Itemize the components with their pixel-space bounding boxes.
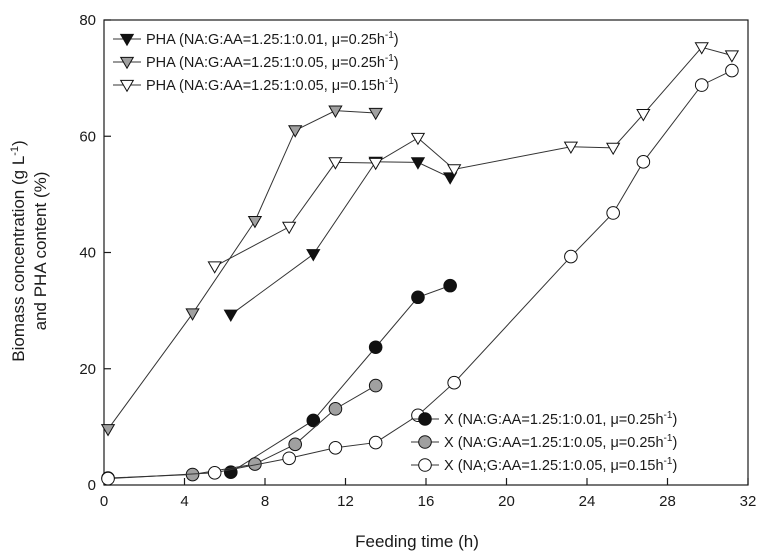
data-point — [100, 424, 116, 437]
legend-marker — [418, 458, 432, 472]
legend-label: X (NA;G:AA=1.25:1:0.05, μ=0.15h-1) — [444, 456, 677, 474]
data-point — [306, 413, 321, 428]
data-point — [368, 378, 383, 393]
legend-label: PHA (NA:G:AA=1.25:1:0.05, μ=0.25h-1) — [146, 53, 399, 71]
series-2 — [100, 105, 383, 437]
legend-label: PHA (NA:G:AA=1.25:1:0.01, μ=0.25h-1) — [146, 30, 399, 48]
y-tick-label: 60 — [79, 128, 96, 145]
data-point — [207, 261, 222, 274]
series-5 — [101, 378, 383, 485]
series-3 — [207, 42, 740, 274]
legend-bottom-right: X (NA:G:AA=1.25:1:0.01, μ=0.25h-1) X (NA:… — [411, 410, 677, 474]
series-line — [107, 110, 376, 430]
x-tick-label: 8 — [261, 493, 269, 510]
y-tick-label: 40 — [79, 245, 96, 262]
data-point — [724, 50, 740, 63]
data-point — [328, 157, 343, 170]
x-tick-label: 32 — [740, 493, 757, 510]
x-tick-label: 16 — [418, 493, 435, 510]
data-point — [223, 309, 238, 322]
y-axis-title-line1: Biomass concentration (g L — [9, 156, 28, 362]
legend-entry: PHA (NA:G:AA=1.25:1:0.05, μ=0.15h-1) — [113, 76, 399, 94]
data-point — [328, 402, 343, 416]
series-line — [108, 385, 376, 479]
y-axis-title-end: ) — [9, 140, 28, 146]
data-point — [306, 249, 321, 262]
data-point — [368, 340, 383, 355]
legend-entry: PHA (NA:G:AA=1.25:1:0.05, μ=0.25h-1) — [113, 53, 399, 71]
data-point — [636, 155, 651, 169]
data-point — [606, 206, 620, 220]
svg-text:Biomass concentration (g L-1): Biomass concentration (g L-1) — [9, 140, 28, 361]
data-point — [410, 132, 426, 146]
x-tick-label: 4 — [180, 493, 188, 510]
x-tick-label: 20 — [498, 493, 515, 510]
y-tick-label: 20 — [79, 361, 96, 378]
series-line — [107, 70, 733, 480]
legend-label: PHA (NA:G:AA=1.25:1:0.05, μ=0.15h-1) — [146, 76, 399, 94]
data-point — [368, 157, 383, 171]
data-point — [101, 471, 115, 486]
data-point — [328, 441, 343, 455]
legend-entry: X (NA:G:AA=1.25:1:0.05, μ=0.25h-1) — [411, 433, 677, 451]
x-axis: 0 4 8 12 16 20 24 28 32 — [100, 478, 757, 510]
legend-marker — [418, 412, 432, 426]
data-point — [328, 105, 343, 118]
data-point — [442, 172, 458, 185]
data-point — [288, 125, 303, 138]
series-6 — [101, 63, 739, 486]
data-point — [605, 142, 621, 156]
data-point — [443, 278, 457, 293]
data-point — [564, 249, 578, 264]
y-tick-label: 80 — [79, 12, 96, 29]
legend-label: X (NA:G:AA=1.25:1:0.05, μ=0.25h-1) — [444, 433, 677, 451]
data-point — [694, 42, 709, 55]
data-point — [281, 221, 297, 235]
data-point — [288, 437, 302, 452]
legend-top-left: PHA (NA:G:AA=1.25:1:0.01, μ=0.25h-1) PHA … — [113, 30, 399, 94]
data-point — [410, 157, 426, 170]
legend-entry: X (NA:G:AA=1.25:1:0.01, μ=0.25h-1) — [411, 410, 677, 428]
y-axis-title-line2: and PHA content (%) — [31, 172, 50, 331]
data-point — [563, 141, 579, 154]
legend-entry: X (NA;G:AA=1.25:1:0.05, μ=0.15h-1) — [411, 456, 677, 474]
data-point — [447, 375, 461, 390]
data-point — [368, 107, 383, 121]
data-point — [447, 164, 462, 177]
legend-label: X (NA:G:AA=1.25:1:0.01, μ=0.25h-1) — [444, 410, 677, 428]
data-point — [694, 78, 709, 92]
data-point — [282, 451, 296, 466]
series-layer — [100, 42, 740, 486]
data-point — [411, 290, 425, 305]
legend-marker — [119, 33, 135, 47]
y-axis-title-sup: -1 — [9, 146, 21, 156]
x-tick-label: 0 — [100, 493, 108, 510]
y-axis: 0 20 40 60 80 — [79, 12, 111, 494]
x-tick-label: 28 — [659, 493, 676, 510]
legend-marker — [119, 79, 135, 93]
data-point — [247, 215, 263, 229]
data-point — [185, 308, 200, 321]
data-point — [636, 109, 651, 122]
legend-entry: PHA (NA:G:AA=1.25:1:0.01, μ=0.25h-1) — [113, 30, 399, 48]
x-tick-label: 24 — [579, 493, 596, 510]
data-point — [207, 465, 222, 480]
x-axis-title: Feeding time (h) — [355, 532, 479, 551]
y-tick-label: 0 — [88, 477, 96, 494]
data-point — [368, 435, 383, 450]
x-tick-label: 12 — [337, 493, 354, 510]
y-axis-title: Biomass concentration (g L-1) — [9, 140, 28, 361]
legend-marker — [418, 435, 432, 449]
data-point — [725, 63, 739, 78]
legend-marker — [119, 56, 135, 70]
